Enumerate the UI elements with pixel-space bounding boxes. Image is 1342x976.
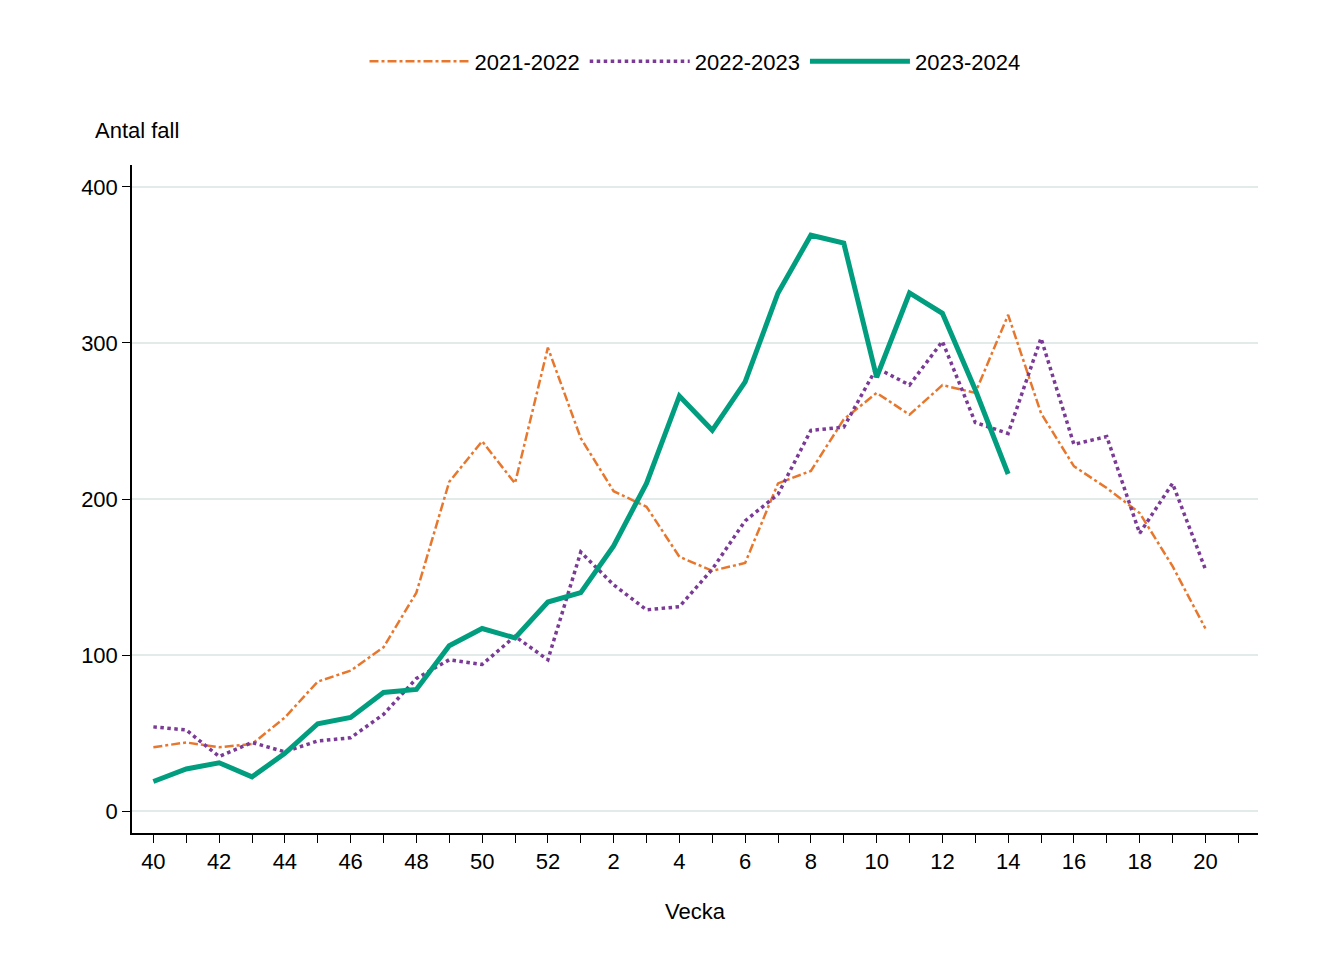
svg-text:50: 50 — [470, 849, 494, 874]
svg-text:4: 4 — [673, 849, 685, 874]
svg-text:8: 8 — [805, 849, 817, 874]
svg-text:0: 0 — [106, 799, 118, 824]
svg-text:14: 14 — [996, 849, 1020, 874]
svg-text:2022-2023: 2022-2023 — [695, 50, 800, 75]
svg-text:400: 400 — [81, 175, 118, 200]
svg-text:300: 300 — [81, 331, 118, 356]
svg-text:42: 42 — [207, 849, 231, 874]
svg-text:16: 16 — [1062, 849, 1086, 874]
svg-text:20: 20 — [1193, 849, 1217, 874]
svg-text:18: 18 — [1127, 849, 1151, 874]
svg-text:2: 2 — [608, 849, 620, 874]
svg-text:Antal fall: Antal fall — [95, 118, 179, 143]
svg-text:Vecka: Vecka — [665, 899, 726, 924]
svg-text:2021-2022: 2021-2022 — [475, 50, 580, 75]
svg-text:46: 46 — [338, 849, 362, 874]
svg-text:48: 48 — [404, 849, 428, 874]
svg-text:200: 200 — [81, 487, 118, 512]
svg-text:100: 100 — [81, 643, 118, 668]
svg-text:10: 10 — [864, 849, 888, 874]
svg-text:12: 12 — [930, 849, 954, 874]
svg-text:52: 52 — [536, 849, 560, 874]
svg-text:40: 40 — [141, 849, 165, 874]
svg-text:6: 6 — [739, 849, 751, 874]
svg-text:44: 44 — [273, 849, 297, 874]
svg-text:2023-2024: 2023-2024 — [915, 50, 1020, 75]
